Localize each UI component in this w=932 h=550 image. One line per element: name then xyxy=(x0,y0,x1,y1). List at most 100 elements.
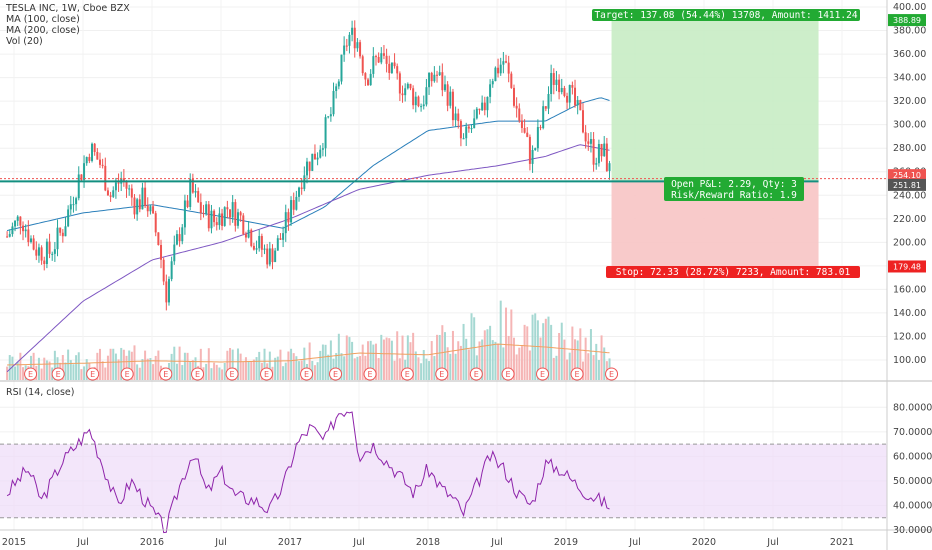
candle-body xyxy=(433,74,436,82)
earnings-label: E xyxy=(506,370,511,379)
volume-bar xyxy=(507,335,510,380)
y-tick-label: 360.00 xyxy=(893,49,926,60)
earnings-label: E xyxy=(333,370,338,379)
volume-bar xyxy=(85,359,88,380)
candle-body xyxy=(603,143,606,157)
candle-body xyxy=(459,121,462,139)
candle-body xyxy=(396,66,399,74)
volume-bar xyxy=(279,349,282,380)
volume-bar xyxy=(536,320,539,380)
volume-bar xyxy=(502,347,505,380)
rsi-title[interactable]: RSI (14, close) xyxy=(6,387,75,398)
candle-body xyxy=(75,198,78,205)
candle-body xyxy=(313,153,316,160)
candle-body xyxy=(422,104,425,107)
legend-title[interactable]: TESLA INC, 1W, Cboe BZX xyxy=(6,3,130,14)
candle-body xyxy=(125,180,128,189)
candle-body xyxy=(462,138,465,140)
candle-body xyxy=(117,182,120,184)
candle-body xyxy=(544,106,547,109)
earnings-marker xyxy=(536,367,550,381)
volume-bar xyxy=(311,360,314,380)
candle-body xyxy=(515,105,518,109)
candle-body xyxy=(178,234,181,242)
target-label[interactable]: Target: 137.08 (54.44%) 13708, Amount: 1… xyxy=(592,9,860,21)
target-zone[interactable] xyxy=(611,20,819,182)
rsi-tick-label: 80.0000 xyxy=(893,402,932,413)
rsi-axis[interactable]: 30.0000 40.0000 50.0000 60.0000 70.0000 80.00… xyxy=(893,402,932,536)
candle-body xyxy=(351,27,354,35)
candle-body xyxy=(409,83,412,89)
volume-bar xyxy=(96,352,99,380)
volume-bar xyxy=(542,323,545,380)
earnings-label: E xyxy=(163,370,168,379)
candle-body xyxy=(77,174,80,199)
candle-body xyxy=(202,213,205,215)
volume-bar xyxy=(581,361,584,380)
candle-body xyxy=(27,229,30,243)
earnings-marker xyxy=(159,367,173,381)
candle-body xyxy=(574,87,577,106)
legend-ma100[interactable]: MA (100, close) xyxy=(6,14,80,25)
volume-bar xyxy=(173,346,176,380)
earnings-marker xyxy=(51,367,65,381)
x-tick-label: Jul xyxy=(214,537,226,548)
candle-body xyxy=(218,213,221,226)
volume-bar xyxy=(61,355,64,380)
volume-bar xyxy=(48,361,51,380)
volume-bar xyxy=(6,366,9,380)
candle-body xyxy=(170,261,173,280)
volume-bar xyxy=(595,343,598,380)
pnl-label[interactable]: Open P&L: 2.29, Qty: 3 Risk/Reward Ratio… xyxy=(664,177,804,201)
volume-bar xyxy=(335,353,338,380)
candle-body xyxy=(43,260,46,264)
volume-bar xyxy=(268,351,271,380)
candle-body xyxy=(69,204,72,210)
rsi-tick-label: 40.0000 xyxy=(893,500,932,511)
time-axis[interactable]: 2015 Jul 2016 Jul 2017 Jul 2018 Jul 2019 Jul 2020 J… xyxy=(2,537,854,548)
volume-bar xyxy=(544,318,547,380)
candle-body xyxy=(465,126,468,139)
volume-bar xyxy=(327,354,330,380)
volume-bar xyxy=(229,348,232,380)
rsi-line xyxy=(6,411,610,534)
candle-body xyxy=(563,87,566,96)
volume-bar xyxy=(316,362,319,380)
candle-body xyxy=(425,87,428,105)
candle-body xyxy=(234,202,237,226)
volume-bar xyxy=(149,358,152,380)
candle-body xyxy=(106,190,109,196)
volume-ma-line xyxy=(7,343,610,366)
volume-bar xyxy=(19,352,22,380)
rsi-tick-label: 30.0000 xyxy=(893,525,932,536)
volume-bar xyxy=(398,358,401,380)
legend-vol[interactable]: Vol (20) xyxy=(6,36,43,47)
volume-bar xyxy=(236,348,239,380)
earnings-marker xyxy=(300,367,314,381)
rsi-tick-label: 60.0000 xyxy=(893,451,932,462)
candle-body xyxy=(382,53,385,56)
volume-bar xyxy=(491,340,494,380)
stop-label[interactable]: Stop: 72.33 (28.72%) 7233, Amount: 783.0… xyxy=(606,266,860,278)
volume-bar xyxy=(571,326,574,380)
candle-body xyxy=(568,85,571,103)
candle-body xyxy=(579,100,582,111)
candle-body xyxy=(457,113,460,122)
volume-bar xyxy=(64,362,67,380)
earnings-label: E xyxy=(230,370,235,379)
candle-body xyxy=(213,210,216,223)
earnings-label: E xyxy=(405,370,410,379)
svg-text:254.10: 254.10 xyxy=(893,171,921,180)
candle-body xyxy=(491,81,494,85)
candle-body xyxy=(255,248,258,250)
candle-body xyxy=(388,63,391,74)
volume-bar xyxy=(295,356,298,380)
candle-body xyxy=(279,238,282,240)
candle-body xyxy=(475,108,478,119)
x-tick-label: 2018 xyxy=(416,537,440,548)
candle-body xyxy=(428,72,431,88)
legend-ma200[interactable]: MA (200, close) xyxy=(6,25,80,36)
candle-body xyxy=(451,91,454,121)
volume-bar xyxy=(473,317,476,380)
